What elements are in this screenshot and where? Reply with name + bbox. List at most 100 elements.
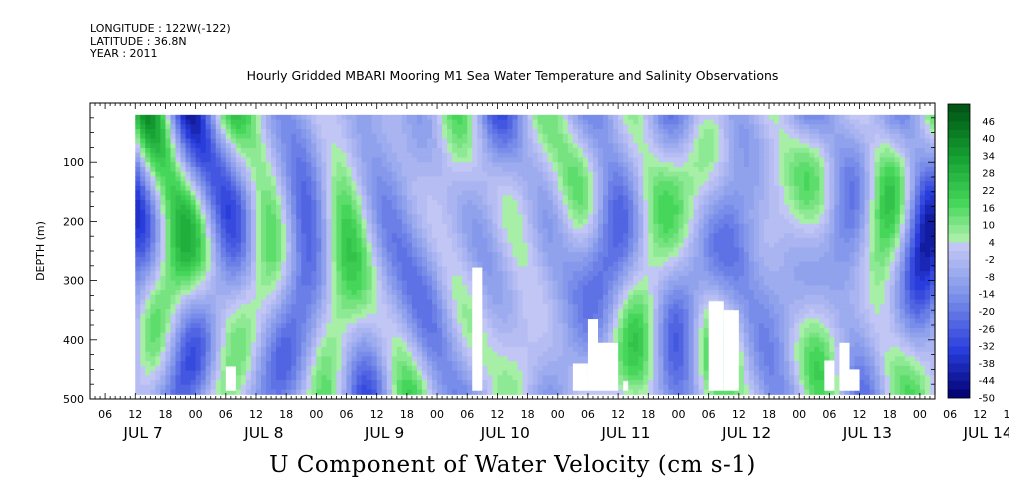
heatmap-cell	[371, 332, 378, 339]
heatmap-cell	[326, 256, 333, 263]
heatmap-cell	[195, 365, 202, 372]
heatmap-cell	[416, 114, 423, 121]
heatmap-cell	[235, 228, 242, 234]
heatmap-cell	[160, 176, 167, 182]
heatmap-cell	[527, 162, 534, 168]
heatmap-cell	[406, 323, 413, 329]
heatmap-cell	[185, 299, 192, 305]
heatmap-cell	[356, 209, 363, 215]
heatmap-cell	[180, 365, 187, 372]
heatmap-cell	[276, 219, 282, 225]
heatmap-cell	[467, 157, 473, 163]
heatmap-cell	[527, 380, 534, 386]
heatmap-cell	[497, 285, 504, 291]
heatmap-cell	[346, 147, 353, 154]
heatmap-cell	[482, 256, 488, 263]
heatmap-cell	[250, 219, 257, 225]
heatmap-cell	[381, 147, 388, 154]
heatmap-cell	[507, 256, 514, 263]
heatmap-cell	[527, 124, 534, 130]
heatmap-cell	[366, 190, 373, 196]
heatmap-cell	[296, 176, 302, 182]
heatmap-cell	[210, 133, 217, 140]
heatmap-cell	[195, 209, 202, 215]
heatmap-cell	[487, 384, 493, 391]
heatmap-cell	[381, 261, 388, 267]
heatmap-cell	[230, 242, 237, 249]
heatmap-cell	[396, 162, 403, 168]
heatmap-cell	[276, 209, 282, 215]
heatmap-cell	[401, 290, 408, 296]
heatmap-cell	[432, 351, 438, 357]
heatmap-cell	[210, 337, 217, 343]
heatmap-cell	[296, 181, 302, 187]
heatmap-cell	[517, 370, 524, 376]
heatmap-cell	[356, 152, 363, 159]
heatmap-cell	[356, 166, 363, 173]
heatmap-cell	[356, 157, 363, 163]
heatmap-cell	[250, 327, 257, 334]
heatmap-cell	[542, 166, 549, 173]
heatmap-cell	[245, 219, 252, 225]
heatmap-cell	[215, 384, 222, 391]
heatmap-cell	[406, 356, 413, 362]
heatmap-cell	[331, 370, 338, 376]
heatmap-cell	[467, 133, 473, 140]
heatmap-cell	[411, 271, 418, 277]
heatmap-cell	[311, 147, 317, 154]
heatmap-cell	[185, 214, 192, 220]
heatmap-cell	[230, 233, 237, 239]
heatmap-cell	[537, 228, 544, 234]
heatmap-cell	[386, 157, 393, 163]
heatmap-cell	[432, 290, 438, 296]
heatmap-cell	[316, 342, 322, 348]
heatmap-cell	[225, 129, 232, 135]
heatmap-cell	[532, 176, 539, 182]
heatmap-cell	[306, 389, 312, 395]
heatmap-cell	[250, 323, 257, 329]
heatmap-cell	[245, 261, 252, 267]
heatmap-cell	[507, 380, 514, 386]
heatmap-cell	[205, 299, 212, 305]
heatmap-cell	[537, 280, 544, 286]
heatmap-cell	[386, 162, 393, 168]
heatmap-cell	[452, 190, 458, 196]
heatmap-cell	[522, 195, 529, 201]
heatmap-cell	[447, 138, 453, 144]
heatmap-cell	[497, 294, 504, 301]
heatmap-cell	[145, 271, 151, 277]
heatmap-cell	[502, 209, 509, 215]
heatmap-cell	[245, 200, 252, 206]
heatmap-cell	[366, 200, 373, 206]
heatmap-cell	[442, 147, 448, 154]
heatmap-cell	[467, 219, 473, 225]
heatmap-cell	[331, 209, 338, 215]
heatmap-cell	[532, 346, 539, 353]
heatmap-cell	[331, 266, 338, 272]
heatmap-cell	[366, 384, 373, 391]
heatmap-cell	[321, 351, 327, 357]
heatmap-cell	[492, 237, 499, 244]
heatmap-cell	[401, 195, 408, 201]
heatmap-cell	[250, 185, 257, 192]
heatmap-cell	[286, 237, 292, 244]
heatmap-cell	[240, 275, 247, 282]
heatmap-cell	[150, 275, 156, 282]
heatmap-cell	[296, 124, 302, 130]
heatmap-cell	[371, 171, 378, 178]
heatmap-cell	[165, 370, 172, 376]
heatmap-cell	[255, 290, 262, 296]
heatmap-cell	[160, 294, 167, 301]
heatmap-cell	[452, 323, 458, 329]
heatmap-cell	[512, 219, 519, 225]
heatmap-cell	[386, 204, 393, 211]
heatmap-cell	[426, 114, 433, 121]
heatmap-cell	[472, 242, 478, 249]
heatmap-cell	[276, 290, 282, 296]
heatmap-cell	[261, 323, 267, 329]
heatmap-cell	[240, 223, 247, 230]
heatmap-cell	[195, 233, 202, 239]
heatmap-cell	[401, 209, 408, 215]
heatmap-cell	[321, 233, 327, 239]
heatmap-cell	[472, 133, 478, 140]
